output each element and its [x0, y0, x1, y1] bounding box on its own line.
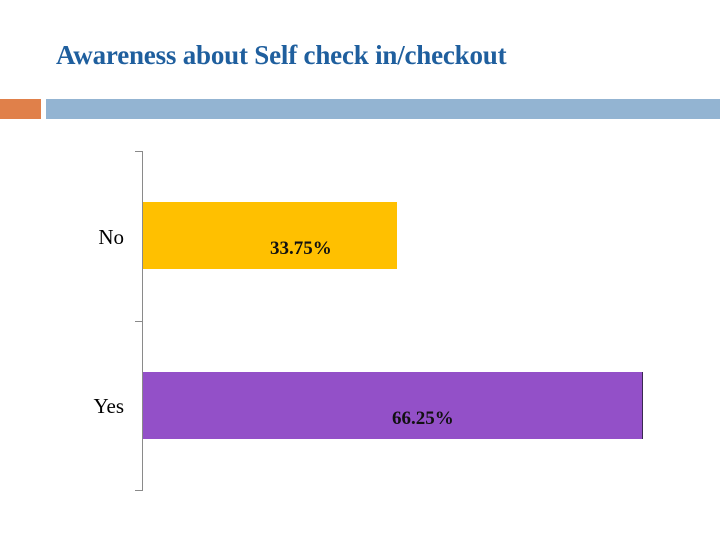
accent-bar-orange: [0, 99, 41, 119]
value-label-yes: 66.25%: [392, 408, 454, 429]
value-label-no: 33.75%: [270, 238, 332, 259]
category-label-no: No: [98, 225, 124, 249]
bar-yes: [143, 372, 643, 439]
axis-tick: [135, 151, 143, 152]
axis-tick: [135, 321, 143, 322]
category-label-yes: Yes: [93, 394, 124, 418]
accent-bar-blue: [46, 99, 720, 119]
bar-no: [143, 202, 397, 269]
axis-tick: [135, 490, 143, 491]
slide-title: Awareness about Self check in/checkout: [56, 40, 507, 70]
